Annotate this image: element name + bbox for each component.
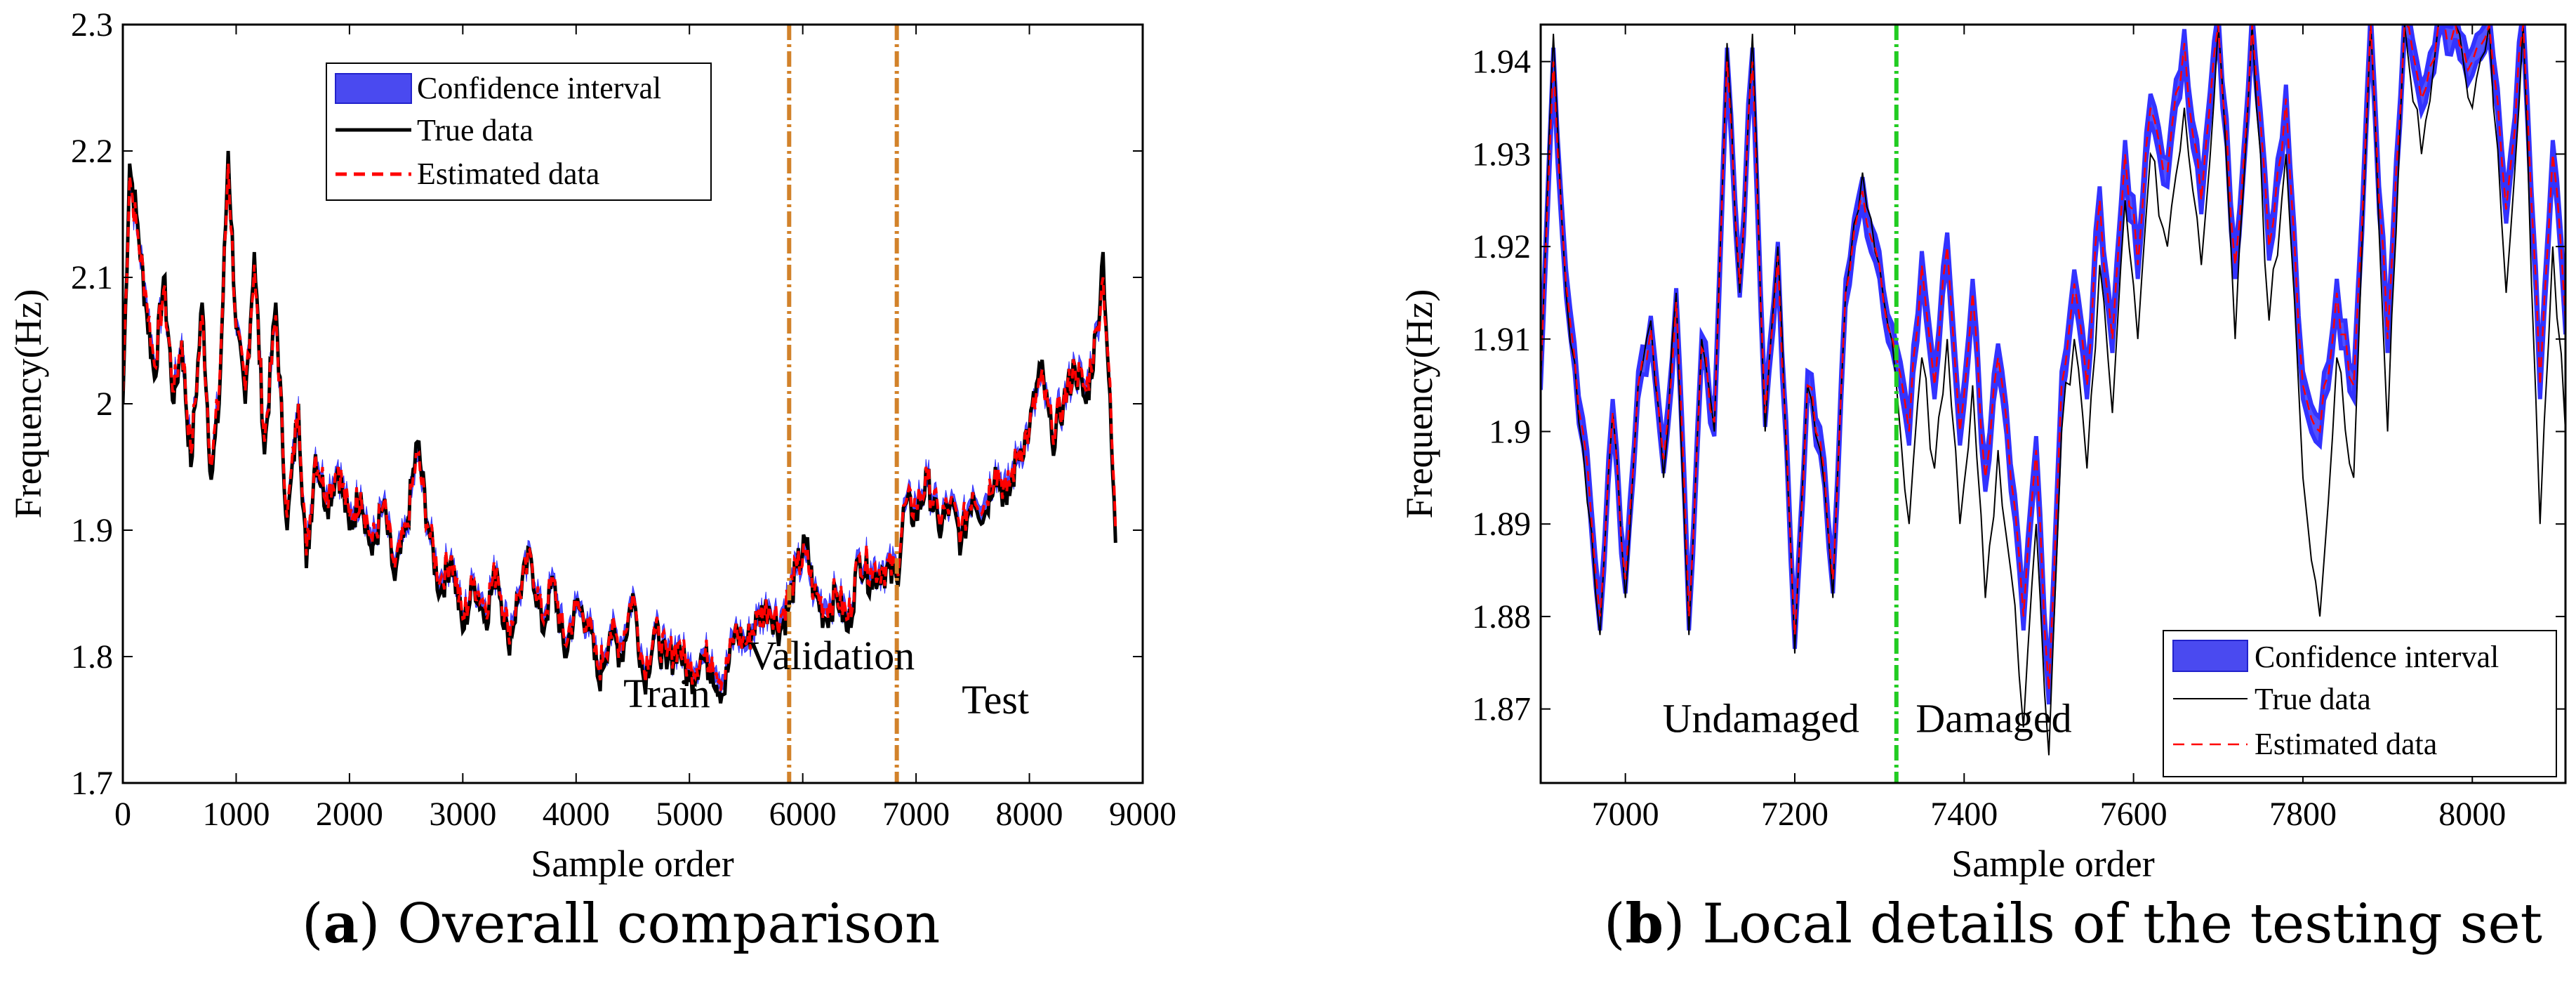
- panel-b-y-axis-label: Frequency(Hz): [1398, 289, 1440, 519]
- caption-a: (a) Overall comparison: [302, 892, 941, 956]
- panel-b-y-tick-label: 1.88: [1472, 598, 1531, 636]
- panel-b-legend: Confidence interval True data Estimated …: [2163, 630, 2557, 777]
- panel-a-x-tick-label: 6000: [769, 796, 837, 833]
- panel-a-y-tick-label: 2.3: [71, 6, 113, 44]
- panel-a-x-ticks: 0 1000 2000 3000 4000 5000 6000 7000 8000 9000: [114, 25, 1176, 833]
- caption-b: (b) Local details of the testing set: [1604, 892, 2543, 956]
- panel-b-x-tick-label: 7000: [1592, 796, 1659, 833]
- panel-a-y-tick-label: 1.9: [71, 512, 113, 549]
- panel-b-legend-label-estimated: Estimated data: [2255, 727, 2437, 761]
- panel-a-y-axis-label: Frequency(Hz): [7, 289, 49, 519]
- panel-a-x-tick-label: 5000: [656, 796, 723, 833]
- panel-b-estimated-data-line: [1541, 25, 2565, 691]
- panel-b-y-tick-label: 1.92: [1472, 228, 1531, 265]
- panel-a-y-tick-label: 2.1: [71, 259, 113, 296]
- panel-b-true-data-line: [1541, 25, 2565, 756]
- panel-a-x-tick-label: 9000: [1109, 796, 1176, 833]
- panel-a-legend: Confidence interval True data Estimated …: [326, 62, 712, 201]
- panel-a-chart: 0 1000 2000 3000 4000 5000 6000 7000 8000 9000 1.…: [7, 6, 1176, 885]
- panel-b-x-tick-label: 7800: [2269, 796, 2337, 833]
- panel-a-annotation-label: Validation: [748, 633, 915, 678]
- panel-a-estimated-data-line: [123, 163, 1117, 691]
- panel-b-annotation-label: Undamaged: [1663, 696, 1859, 742]
- panel-b-y-ticks: 1.87 1.88 1.89 1.9 1.91 1.92 1.93 1.94: [1472, 44, 2565, 728]
- panel-b-x-tick-label: 7600: [2100, 796, 2167, 833]
- panel-a-split-lines: [787, 25, 899, 783]
- panel-b-legend-band-swatch: [2172, 640, 2248, 672]
- panel-b-y-tick-label: 1.94: [1472, 44, 1531, 81]
- panel-a-x-tick-label: 4000: [543, 796, 610, 833]
- panel-a-annotations: Train Validation Test: [623, 633, 1029, 723]
- panel-a-x-axis-label: Sample order: [531, 843, 733, 885]
- panel-a-y-tick-label: 1.7: [71, 765, 113, 802]
- panel-a-legend-label-estimated: Estimated data: [417, 157, 599, 191]
- panel-b-lines: [1541, 25, 2565, 756]
- panel-a-x-tick-label: 7000: [882, 796, 950, 833]
- panel-a-annotation-label: Train: [623, 671, 710, 716]
- panel-a-lines: [123, 150, 1117, 704]
- panel-b-y-tick-label: 1.9: [1489, 414, 1531, 451]
- panel-b-legend-label-true: True data: [2255, 682, 2371, 716]
- panel-a-legend-label-confidence: Confidence interval: [417, 71, 661, 105]
- panel-b-x-tick-label: 7400: [1930, 796, 1998, 833]
- panel-a-x-tick-label: 8000: [996, 796, 1063, 833]
- panel-a-legend-label-true: True data: [417, 113, 533, 147]
- panel-b-y-tick-label: 1.93: [1472, 136, 1531, 173]
- panel-a-legend-band-swatch: [335, 73, 412, 104]
- panel-b-confidence-band: [1541, 25, 2565, 705]
- panel-b-confidence-band-area: [1541, 25, 2565, 705]
- panel-b-legend-label-confidence: Confidence interval: [2255, 640, 2499, 674]
- panel-a-y-ticks: 1.7 1.8 1.9 2 2.1 2.2 2.3: [71, 6, 1143, 802]
- panel-a-x-tick-label: 0: [114, 796, 131, 833]
- panel-b-axes-box: [1539, 23, 2567, 784]
- panel-b-x-ticks: 7000 7200 7400 7600 7800 8000: [1592, 25, 2506, 833]
- panel-a-y-tick-label: 2.2: [71, 133, 113, 170]
- panel-b-chart: 7000 7200 7400 7600 7800 8000 1.87 1.88 1.89 1.9…: [1398, 23, 2567, 885]
- panel-a-y-tick-label: 2: [96, 386, 113, 423]
- panel-b-annotation-label: Damaged: [1916, 696, 2071, 742]
- panel-a-annotation-label: Test: [962, 677, 1029, 723]
- panel-a-x-tick-label: 2000: [316, 796, 383, 833]
- panel-a-y-tick-label: 1.8: [71, 638, 113, 676]
- panel-b-y-tick-label: 1.87: [1472, 691, 1531, 728]
- panel-a-x-tick-label: 1000: [202, 796, 270, 833]
- panel-b-annotations: Undamaged Damaged: [1663, 696, 2072, 742]
- panel-b-x-tick-label: 7200: [1761, 796, 1828, 833]
- panel-a-x-tick-label: 3000: [429, 796, 496, 833]
- panel-b-x-tick-label: 8000: [2438, 796, 2506, 833]
- panel-b-x-axis-label: Sample order: [1951, 843, 2154, 885]
- panel-b-y-tick-label: 1.91: [1472, 321, 1531, 358]
- panel-b-y-tick-label: 1.89: [1472, 506, 1531, 543]
